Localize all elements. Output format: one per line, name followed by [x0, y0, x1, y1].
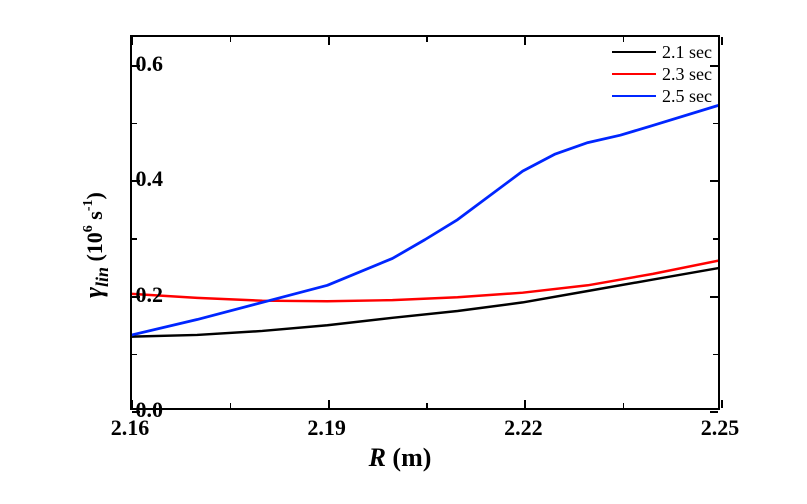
x-label-var: R [369, 443, 386, 472]
y-tick-label: 0.6 [136, 51, 164, 77]
y-axis-label: γlin (106 s-1) [79, 192, 113, 298]
legend-item: 2.1 sec [612, 41, 712, 63]
x-tick [131, 37, 133, 45]
x-minor-tick [230, 403, 232, 408]
x-tick-label: 2.25 [701, 415, 740, 441]
x-axis-label: R (m) [369, 443, 432, 473]
legend-swatch [612, 73, 656, 76]
y-minor-tick [713, 123, 718, 125]
series-line [132, 261, 718, 302]
legend-item: 2.3 sec [612, 63, 712, 85]
y-tick [710, 65, 718, 67]
legend: 2.1 sec 2.3 sec 2.5 sec [612, 41, 712, 107]
y-tick [710, 411, 718, 413]
x-tick [524, 400, 526, 408]
plot-area: 2.1 sec 2.3 sec 2.5 sec [130, 35, 720, 410]
y-minor-tick [132, 238, 137, 240]
y-tick [710, 296, 718, 298]
y-tick-label: 0.4 [136, 166, 164, 192]
y-label-unit-post: s [82, 211, 107, 225]
legend-swatch [612, 95, 656, 98]
x-tick [721, 37, 723, 45]
x-label-unit: (m) [386, 443, 431, 472]
y-label-var: γ [79, 287, 108, 298]
legend-label: 2.5 sec [662, 86, 712, 107]
x-tick [328, 37, 330, 45]
x-tick-label: 2.22 [504, 415, 543, 441]
x-minor-tick [623, 37, 625, 42]
legend-swatch [612, 51, 656, 54]
x-tick-label: 2.19 [307, 415, 346, 441]
y-minor-tick [713, 238, 718, 240]
y-label-unit-pre: (10 [82, 232, 107, 267]
x-tick [131, 400, 133, 408]
y-tick [710, 180, 718, 182]
legend-label: 2.3 sec [662, 64, 712, 85]
x-tick [328, 400, 330, 408]
x-tick [524, 37, 526, 45]
x-minor-tick [426, 403, 428, 408]
legend-item: 2.5 sec [612, 85, 712, 107]
y-label-sub: lin [92, 267, 112, 287]
y-minor-tick [132, 123, 137, 125]
x-tick [721, 400, 723, 408]
y-minor-tick [713, 354, 718, 356]
x-minor-tick [230, 37, 232, 42]
x-minor-tick [426, 37, 428, 42]
x-tick-label: 2.16 [111, 415, 150, 441]
chart-container: 2.1 sec 2.3 sec 2.5 sec γlin (106 s-1) R… [35, 15, 765, 475]
y-label-unit-close: ) [82, 192, 107, 199]
y-tick-label: 0.2 [136, 282, 164, 308]
x-minor-tick [623, 403, 625, 408]
y-label-unit-sup2: -1 [81, 199, 96, 211]
y-minor-tick [132, 354, 137, 356]
series-line [132, 105, 718, 334]
y-label-unit-sup: 6 [81, 225, 96, 232]
legend-label: 2.1 sec [662, 42, 712, 63]
